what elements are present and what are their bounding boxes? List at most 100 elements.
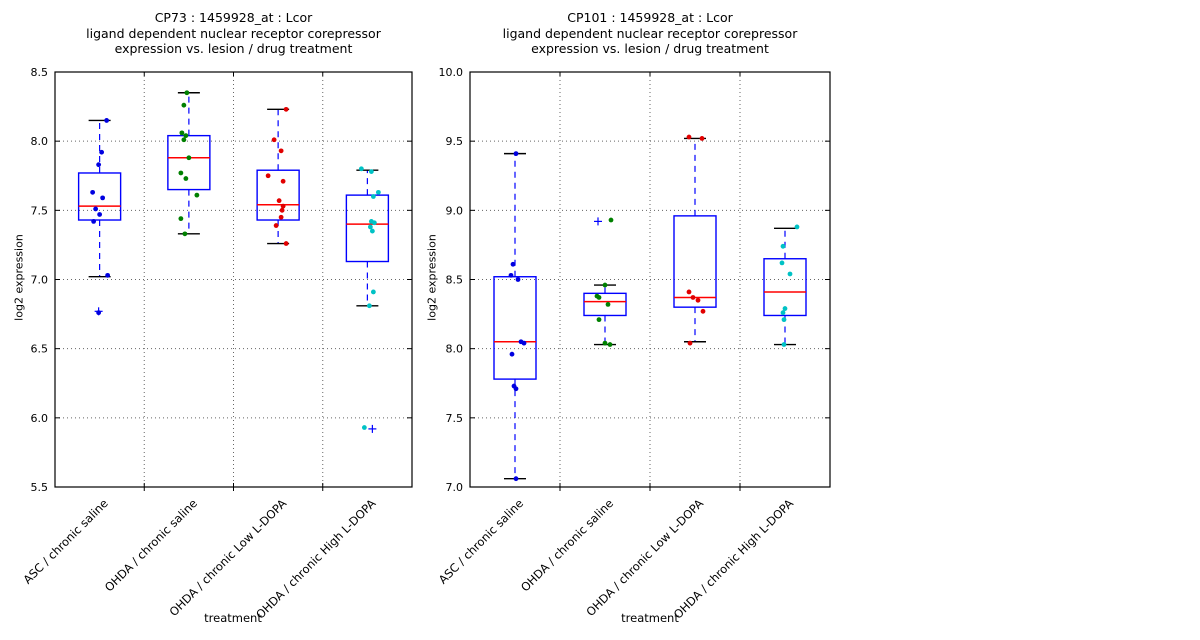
x-tick-label-ohda-chronic-saline: OHDA / chronic saline: [102, 496, 200, 594]
box: [583, 292, 627, 317]
data-point: [513, 386, 519, 392]
data-point: [602, 340, 608, 346]
y-tick-label: 5.5: [31, 481, 49, 494]
data-point: [283, 106, 289, 112]
box: [493, 276, 537, 380]
y-tick-label: 7.0: [31, 274, 49, 287]
y-tick-label: 8.0: [446, 343, 464, 356]
data-point: [370, 289, 376, 295]
right-chart-title-line3: expression vs. lesion / drug treatment: [531, 41, 769, 56]
data-point: [183, 133, 189, 139]
data-point: [181, 102, 187, 108]
right-y-axis-label: log2 expression: [425, 234, 439, 321]
data-point: [183, 176, 189, 181]
left-x-axis-label: treatment: [204, 611, 262, 625]
data-point: [780, 243, 786, 249]
data-point: [515, 277, 521, 282]
data-point: [787, 271, 793, 277]
data-point: [779, 260, 785, 266]
x-tick-label-asc-chronic-saline: ASC / chronic saline: [20, 496, 110, 586]
box-group-asc-chronic-saline: [493, 151, 537, 482]
data-point: [279, 207, 285, 213]
left-chart-title-line2: ligand dependent nuclear receptor corepr…: [86, 25, 381, 41]
data-point: [699, 136, 705, 141]
data-point: [178, 216, 184, 222]
box-group-ohda-chronic-high-l-dopa: [763, 224, 807, 347]
box-group-ohda-chronic-low-l-dopa: [673, 134, 717, 346]
data-point: [607, 342, 613, 347]
data-point: [194, 192, 200, 198]
data-point: [366, 303, 372, 309]
box-group-asc-chronic-saline: [77, 118, 122, 316]
y-tick-label: 10.0: [439, 66, 464, 79]
y-tick-label: 9.5: [446, 135, 464, 148]
data-point: [508, 272, 514, 278]
data-point: [602, 282, 608, 288]
data-point: [781, 342, 787, 347]
left-y-axis-label: log2 expression: [12, 234, 26, 321]
data-point: [271, 137, 277, 143]
data-point: [186, 155, 192, 161]
plot-border: [54, 71, 413, 488]
data-point: [283, 241, 289, 246]
y-axis: 7.0 7.5 8.0 8.5 9.0 9.5 10.0: [439, 66, 830, 494]
data-point: [368, 169, 374, 175]
data-point: [105, 272, 111, 278]
data-point: [99, 149, 105, 155]
y-tick-label: 7.5: [446, 412, 464, 425]
box: [256, 169, 300, 221]
box: [167, 134, 211, 191]
data-point: [280, 178, 286, 184]
data-point: [371, 220, 377, 226]
data-point: [182, 231, 188, 237]
y-tick-label: 8.0: [31, 135, 49, 148]
data-point: [369, 228, 375, 234]
y-tick-label: 6.5: [31, 343, 49, 356]
data-point: [513, 151, 519, 157]
chart-cp101: 7.0 7.5 8.0 8.5 9.0 9.5 10.0 ASC / chronic sali…: [436, 66, 831, 622]
data-point: [510, 261, 516, 267]
data-point: [596, 295, 602, 300]
data-point: [781, 317, 787, 323]
data-point: [278, 148, 284, 154]
data-point: [509, 351, 515, 357]
data-point: [700, 308, 706, 314]
data-point: [276, 198, 282, 204]
box-group-ohda-chronic-high-l-dopa: [345, 166, 390, 433]
box: [763, 258, 807, 317]
data-point: [178, 170, 184, 176]
data-point: [367, 224, 373, 230]
y-tick-label: 9.0: [446, 204, 464, 217]
data-point: [100, 195, 106, 201]
data-point: [690, 295, 696, 300]
left-chart-title: CP73 : 1459928_at : Lcor ligand dependen…: [55, 10, 412, 57]
data-point: [370, 194, 376, 199]
data-point: [695, 297, 701, 303]
data-point: [608, 217, 614, 223]
data-point: [104, 118, 110, 123]
right-chart-title-line2: ligand dependent nuclear receptor corepr…: [502, 25, 798, 41]
data-point: [97, 212, 103, 217]
data-point: [96, 162, 102, 168]
data-point: [179, 130, 185, 136]
right-chart-title: CP101 : 1459928_at : Lcor ligand depende…: [470, 10, 830, 57]
right-x-axis-label: treatment: [621, 611, 679, 625]
data-point: [375, 189, 381, 195]
data-point: [361, 425, 367, 430]
data-point: [521, 340, 527, 346]
data-point: [782, 306, 788, 311]
plot-border: [469, 71, 831, 488]
data-point: [358, 166, 364, 172]
data-point: [278, 214, 284, 220]
box: [673, 215, 717, 308]
data-point: [794, 224, 800, 230]
box: [345, 194, 390, 263]
data-point: [780, 310, 786, 316]
data-point: [96, 310, 102, 316]
data-point: [513, 476, 519, 482]
gridlines: [55, 72, 412, 487]
